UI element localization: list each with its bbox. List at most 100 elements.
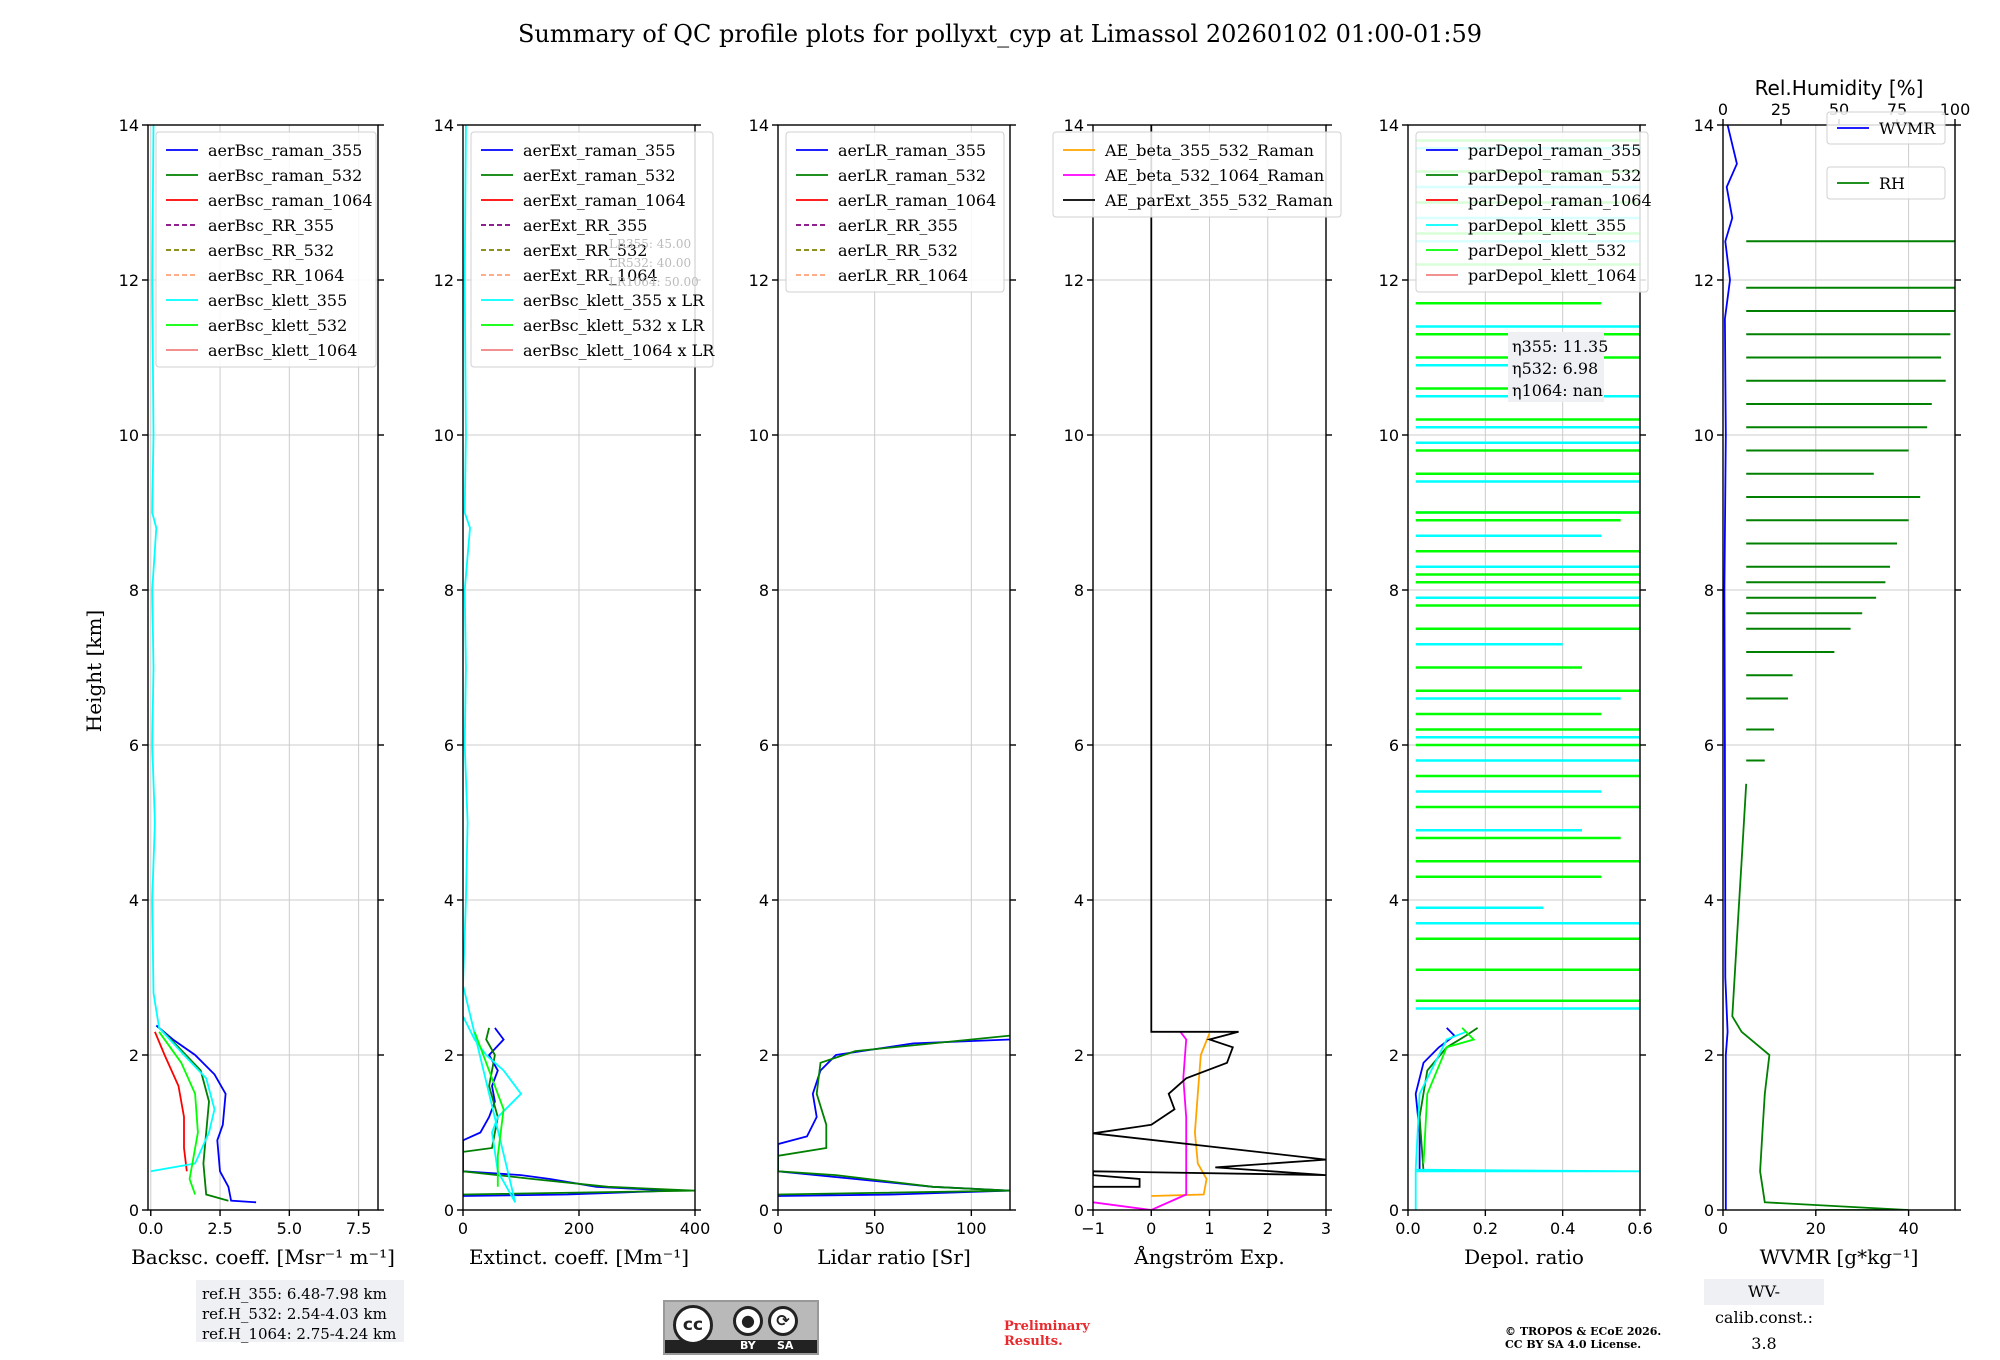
y-tick-label: 6: [1389, 736, 1399, 755]
legend-label: aerLR_RR_355: [838, 216, 958, 235]
legend-label: AE_beta_355_532_Raman: [1104, 141, 1314, 160]
y-tick-label: 0: [1074, 1201, 1084, 1220]
legend-label: aerLR_RR_1064: [838, 266, 968, 285]
ref-height-1064: ref.H_1064: 2.75-4.24 km: [202, 1325, 397, 1343]
y-tick-label: 2: [1074, 1046, 1084, 1065]
x-tick-label: 7.5: [346, 1219, 371, 1238]
eta-line: η532: 6.98: [1512, 359, 1598, 378]
preliminary-line-1: Preliminary: [1004, 1319, 1090, 1334]
series-group: [778, 1034, 1010, 1197]
y-tick-label: 6: [444, 736, 454, 755]
legend-label: aerBsc_raman_1064: [208, 191, 373, 210]
x-tick-label: 0.2: [1473, 1219, 1498, 1238]
series-aerBsc_raman_532: [158, 1027, 229, 1202]
top-x-tick-label: 0: [1718, 100, 1728, 119]
top-x-tick-label: 100: [1940, 100, 1971, 119]
legend-label: aerBsc_RR_355: [208, 216, 334, 235]
series-WVMR: [1723, 125, 1738, 1210]
legend-label: parDepol_raman_355: [1468, 141, 1641, 160]
lidar-ratio-note: LR355: 45.00 LR532: 40.00 LR1064: 50.00: [609, 237, 699, 289]
x-tick-label: 400: [680, 1219, 711, 1238]
series-aerBsc_klett_532: [158, 1031, 199, 1195]
legend-label: aerExt_raman_532: [523, 166, 676, 185]
legend-label: parDepol_klett_355: [1468, 216, 1626, 235]
x-axis-label: WVMR [g*kg⁻¹]: [1760, 1245, 1919, 1269]
series-aerBsc_raman_355: [155, 1024, 257, 1204]
series-RH: [1731, 783, 1909, 1210]
person-icon: ●: [733, 1306, 763, 1336]
x-axis-label: Depol. ratio: [1464, 1245, 1584, 1269]
legend-label: parDepol_raman_532: [1468, 166, 1641, 185]
y-tick-label: 0: [1704, 1201, 1714, 1220]
reference-height-box: ref.H_355: 6.48-7.98 km ref.H_532: 2.54-…: [196, 1280, 404, 1343]
y-tick-label: 10: [434, 426, 454, 445]
eta-box: [1508, 332, 1604, 402]
cc-logo-icon: cc: [673, 1305, 713, 1345]
y-tick-label: 14: [119, 116, 139, 135]
x-tick-label: 200: [564, 1219, 595, 1238]
legend-label: aerExt_RR_1064: [523, 266, 658, 285]
y-tick-label: 6: [1074, 736, 1084, 755]
x-tick-label: 0: [773, 1219, 783, 1238]
x-tick-label: 0: [1146, 1219, 1156, 1238]
y-tick-label: 6: [759, 736, 769, 755]
x-tick-label: 0.4: [1550, 1219, 1575, 1238]
y-tick-label: 12: [434, 271, 454, 290]
legend-label: aerBsc_klett_355: [208, 291, 347, 310]
y-tick-label: 8: [1389, 581, 1399, 600]
eta-line: η355: 11.35: [1512, 337, 1608, 356]
eta-line: η1064: nan: [1512, 381, 1603, 400]
y-tick-label: 0: [129, 1201, 139, 1220]
y-tick-label: 10: [749, 426, 769, 445]
x-tick-label: 40: [1898, 1219, 1918, 1238]
legend-label: RH: [1879, 174, 1905, 193]
legend-box: [1052, 131, 1342, 218]
top-x-axis-label: Rel.Humidity [%]: [1755, 76, 1924, 100]
y-tick-label: 0: [444, 1201, 454, 1220]
y-tick-label: 14: [749, 116, 769, 135]
legend-label: aerExt_RR_355: [523, 216, 647, 235]
y-tick-label: 12: [119, 271, 139, 290]
y-tick-label: 2: [444, 1046, 454, 1065]
legend-label: aerExt_RR_532: [523, 241, 647, 260]
y-tick-label: 12: [1379, 271, 1399, 290]
y-tick-label: 14: [1379, 116, 1399, 135]
x-tick-label: 2.5: [207, 1219, 232, 1238]
series-parDepol_raman_532: [1418, 1027, 1479, 1172]
axes-frame: [777, 124, 1011, 1211]
y-tick-label: 8: [759, 581, 769, 600]
legend-box: [155, 131, 377, 368]
sa-label: SA: [777, 1339, 794, 1352]
legend-label: aerBsc_raman_355: [208, 141, 362, 160]
legend-label: aerLR_raman_1064: [838, 191, 996, 210]
y-tick-label: 8: [1074, 581, 1084, 600]
legend: WVMR RH: [1826, 111, 1946, 200]
series-aerBsc_klett_532 x LR: [473, 1031, 505, 1187]
y-tick-label: 14: [1694, 116, 1714, 135]
x-axis-label: Ångström Exp.: [1133, 1244, 1284, 1269]
x-axis-label: Backsc. coeff. [Msr⁻¹ m⁻¹]: [131, 1245, 395, 1269]
x-tick-label: 1: [1204, 1219, 1214, 1238]
y-tick-label: 12: [1694, 271, 1714, 290]
preliminary-line-2: Results.: [1004, 1334, 1063, 1349]
legend-label: WVMR: [1879, 119, 1936, 138]
lidar-ratio-note-line: LR532: 40.00: [609, 256, 691, 270]
legend-label: aerLR_raman_532: [838, 166, 986, 185]
legend-label: AE_parExt_355_532_Raman: [1104, 191, 1333, 210]
legend-label: aerBsc_raman_532: [208, 166, 362, 185]
eta-annotation: η355: 11.35 η532: 6.98 η1064: nan: [1508, 332, 1608, 402]
legend-label: aerBsc_RR_532: [208, 241, 334, 260]
legend-label: parDepol_klett_1064: [1468, 266, 1637, 285]
ref-height-355: ref.H_355: 6.48-7.98 km: [202, 1285, 387, 1303]
y-tick-label: 12: [749, 271, 769, 290]
legend: aerBsc_raman_355 aerBsc_raman_532 aerBsc_r…: [155, 131, 377, 368]
y-tick-label: 2: [1389, 1046, 1399, 1065]
legend-label: aerLR_RR_532: [838, 241, 958, 260]
series-aerLR_raman_355: [778, 1038, 1010, 1197]
x-axis-label: Extinct. coeff. [Mm⁻¹]: [469, 1245, 689, 1269]
series-aerBsc_klett_355 x LR: [463, 125, 523, 1203]
preliminary-note: Preliminary Results.: [1004, 1319, 1090, 1349]
